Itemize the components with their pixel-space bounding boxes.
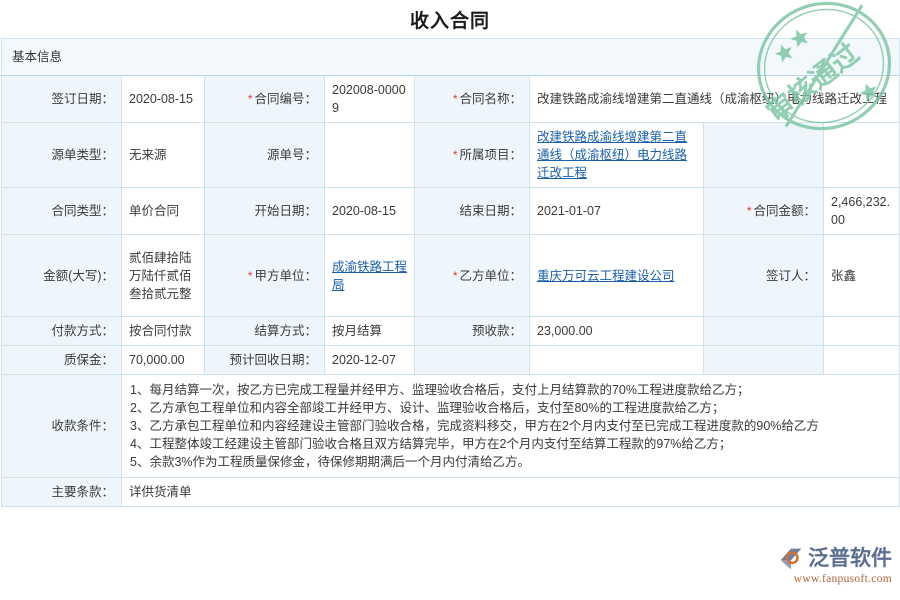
value-contract-amount[interactable]: 2,466,232.00 [822,187,900,235]
empty-cell [703,345,824,375]
value-warranty-deposit[interactable]: 70,000.00 [121,345,205,375]
empty-cell [822,122,900,188]
label-sign-date: 签订日期： [1,75,122,123]
receipt-condition-line: 5、余款3%作为工程质量保修金，待保修期期满后一个月内付清给乙方。 [130,455,531,469]
table-row: 付款方式： 按合同付款 结算方式： 按月结算 预收款： 23,000.00 [1,316,900,346]
required-marker: * [746,204,752,218]
value-settlement-method[interactable]: 按月结算 [324,316,415,346]
value-payment-method[interactable]: 按合同付款 [121,316,205,346]
value-contract-no[interactable]: 202008-00009 [324,75,415,123]
label-party-b: * 乙方单位： [414,234,530,317]
label-settlement-method: 结算方式： [204,316,325,346]
label-advance-payment: 预收款： [414,316,530,346]
label-amount-words: 金额(大写)： [1,234,122,317]
label-payment-method: 付款方式： [1,316,122,346]
brand-logo: 泛普软件 www.fanpusoft.com [752,546,892,592]
project-link[interactable]: 改建铁路成渝线增建第二直通线（成渝枢纽）电力线路迁改工程 [537,130,688,180]
label-source-no: 源单号： [204,122,325,188]
fanpu-logo-icon [780,548,802,570]
value-end-date[interactable]: 2021-01-07 [529,187,704,235]
table-row: 源单类型： 无来源 源单号： * 所属项目： 改建铁路成渝线增建第二直通线（成渝枢… [1,122,900,188]
label-end-date: 结束日期： [414,187,530,235]
brand-row: 泛普软件 [752,546,892,572]
empty-cell [529,345,704,375]
party-a-link[interactable]: 成渝铁路工程局 [332,259,408,292]
receipt-condition-line: 3、乙方承包工程单位和内容经建设主管部门验收合格，完成资料移交，甲方在2个月内支… [130,419,819,433]
section-title-basic-info: 基本信息 [0,38,900,76]
label-main-terms: 主要条款： [1,477,122,507]
label-source-type: 源单类型： [1,122,122,188]
value-sign-date[interactable]: 2020-08-15 [121,75,205,123]
label-party-a: * 甲方单位： [204,234,325,317]
value-project[interactable]: 改建铁路成渝线增建第二直通线（成渝枢纽）电力线路迁改工程 [529,122,704,188]
table-row: 主要条款： 详供货清单 [1,477,900,507]
value-advance-payment[interactable]: 23,000.00 [529,316,704,346]
empty-cell [414,345,530,375]
label-contract-name: * 合同名称： [414,75,530,123]
receipt-condition-line: 1、每月结算一次，按乙方已完成工程量并经甲方、监理验收合格后，支付上月结算款的7… [130,383,750,397]
value-receipt-conditions[interactable]: 1、每月结算一次，按乙方已完成工程量并经甲方、监理验收合格后，支付上月结算款的7… [120,374,900,478]
label-warranty-deposit: 质保金： [1,345,122,375]
value-source-type[interactable]: 无来源 [121,122,205,188]
label-contract-no: * 合同编号： [204,75,325,123]
required-marker: * [452,148,458,162]
value-party-b[interactable]: 重庆万可云工程建设公司 [529,234,704,317]
party-b-link[interactable]: 重庆万可云工程建设公司 [537,268,675,283]
table-row: 质保金： 70,000.00 预计回收日期： 2020-12-07 [1,345,900,375]
label-contract-type: 合同类型： [1,187,122,235]
receipt-condition-line: 4、工程整体竣工经建设主管部门验收合格且双方结算完毕，甲方在2个月内支付至结算工… [130,437,732,451]
value-party-a[interactable]: 成渝铁路工程局 [324,234,415,317]
label-expected-recovery-date: 预计回收日期： [204,345,325,375]
table-row: 收款条件： 1、每月结算一次，按乙方已完成工程量并经甲方、监理验收合格后，支付上… [1,374,900,478]
value-start-date[interactable]: 2020-08-15 [324,187,415,235]
table-row: 合同类型： 单价合同 开始日期： 2020-08-15 结束日期： 2021-0… [1,187,900,235]
label-project: * 所属项目： [414,122,530,188]
contract-form-table: 基本信息 签订日期： 2020-08-15 * 合同编号： 202008-0000… [0,38,900,507]
section-header-row: 基本信息 [0,38,900,76]
empty-cell [703,122,824,188]
value-main-terms[interactable]: 详供货清单 [120,477,900,507]
empty-cell [822,316,900,346]
value-expected-recovery-date[interactable]: 2020-12-07 [324,345,415,375]
brand-url: www.fanpusoft.com [793,573,892,585]
required-marker: * [452,92,458,106]
value-contract-name[interactable]: 改建铁路成渝线增建第二直通线（成渝枢纽）电力线路迁改工程 [528,75,900,123]
value-amount-words[interactable]: 贰佰肆拾陆万陆仟贰佰叁拾贰元整 [121,234,205,317]
label-receipt-conditions: 收款条件： [1,374,122,478]
required-marker: * [247,92,253,106]
brand-name: 泛普软件 [808,547,892,570]
value-source-no[interactable] [324,122,415,188]
label-contract-amount: * 合同金额： [703,187,824,235]
empty-cell [703,316,824,346]
table-row: 签订日期： 2020-08-15 * 合同编号： 202008-00009 * 合同… [1,75,900,123]
empty-cell [822,345,900,375]
value-signer[interactable]: 张鑫 [822,234,900,317]
required-marker: * [247,268,253,283]
required-marker: * [452,268,458,283]
page-title: 收入合同 [409,11,490,32]
label-signer: 签订人： [703,234,824,317]
table-row: 金额(大写)： 贰佰肆拾陆万陆仟贰佰叁拾贰元整 * 甲方单位： 成渝铁路工程局 *… [1,234,900,317]
value-contract-type[interactable]: 单价合同 [121,187,205,235]
label-start-date: 开始日期： [204,187,325,235]
receipt-condition-line: 2、乙方承包工程单位和内容全部竣工并经甲方、设计、监理验收合格后，支付至80%的… [130,401,725,415]
